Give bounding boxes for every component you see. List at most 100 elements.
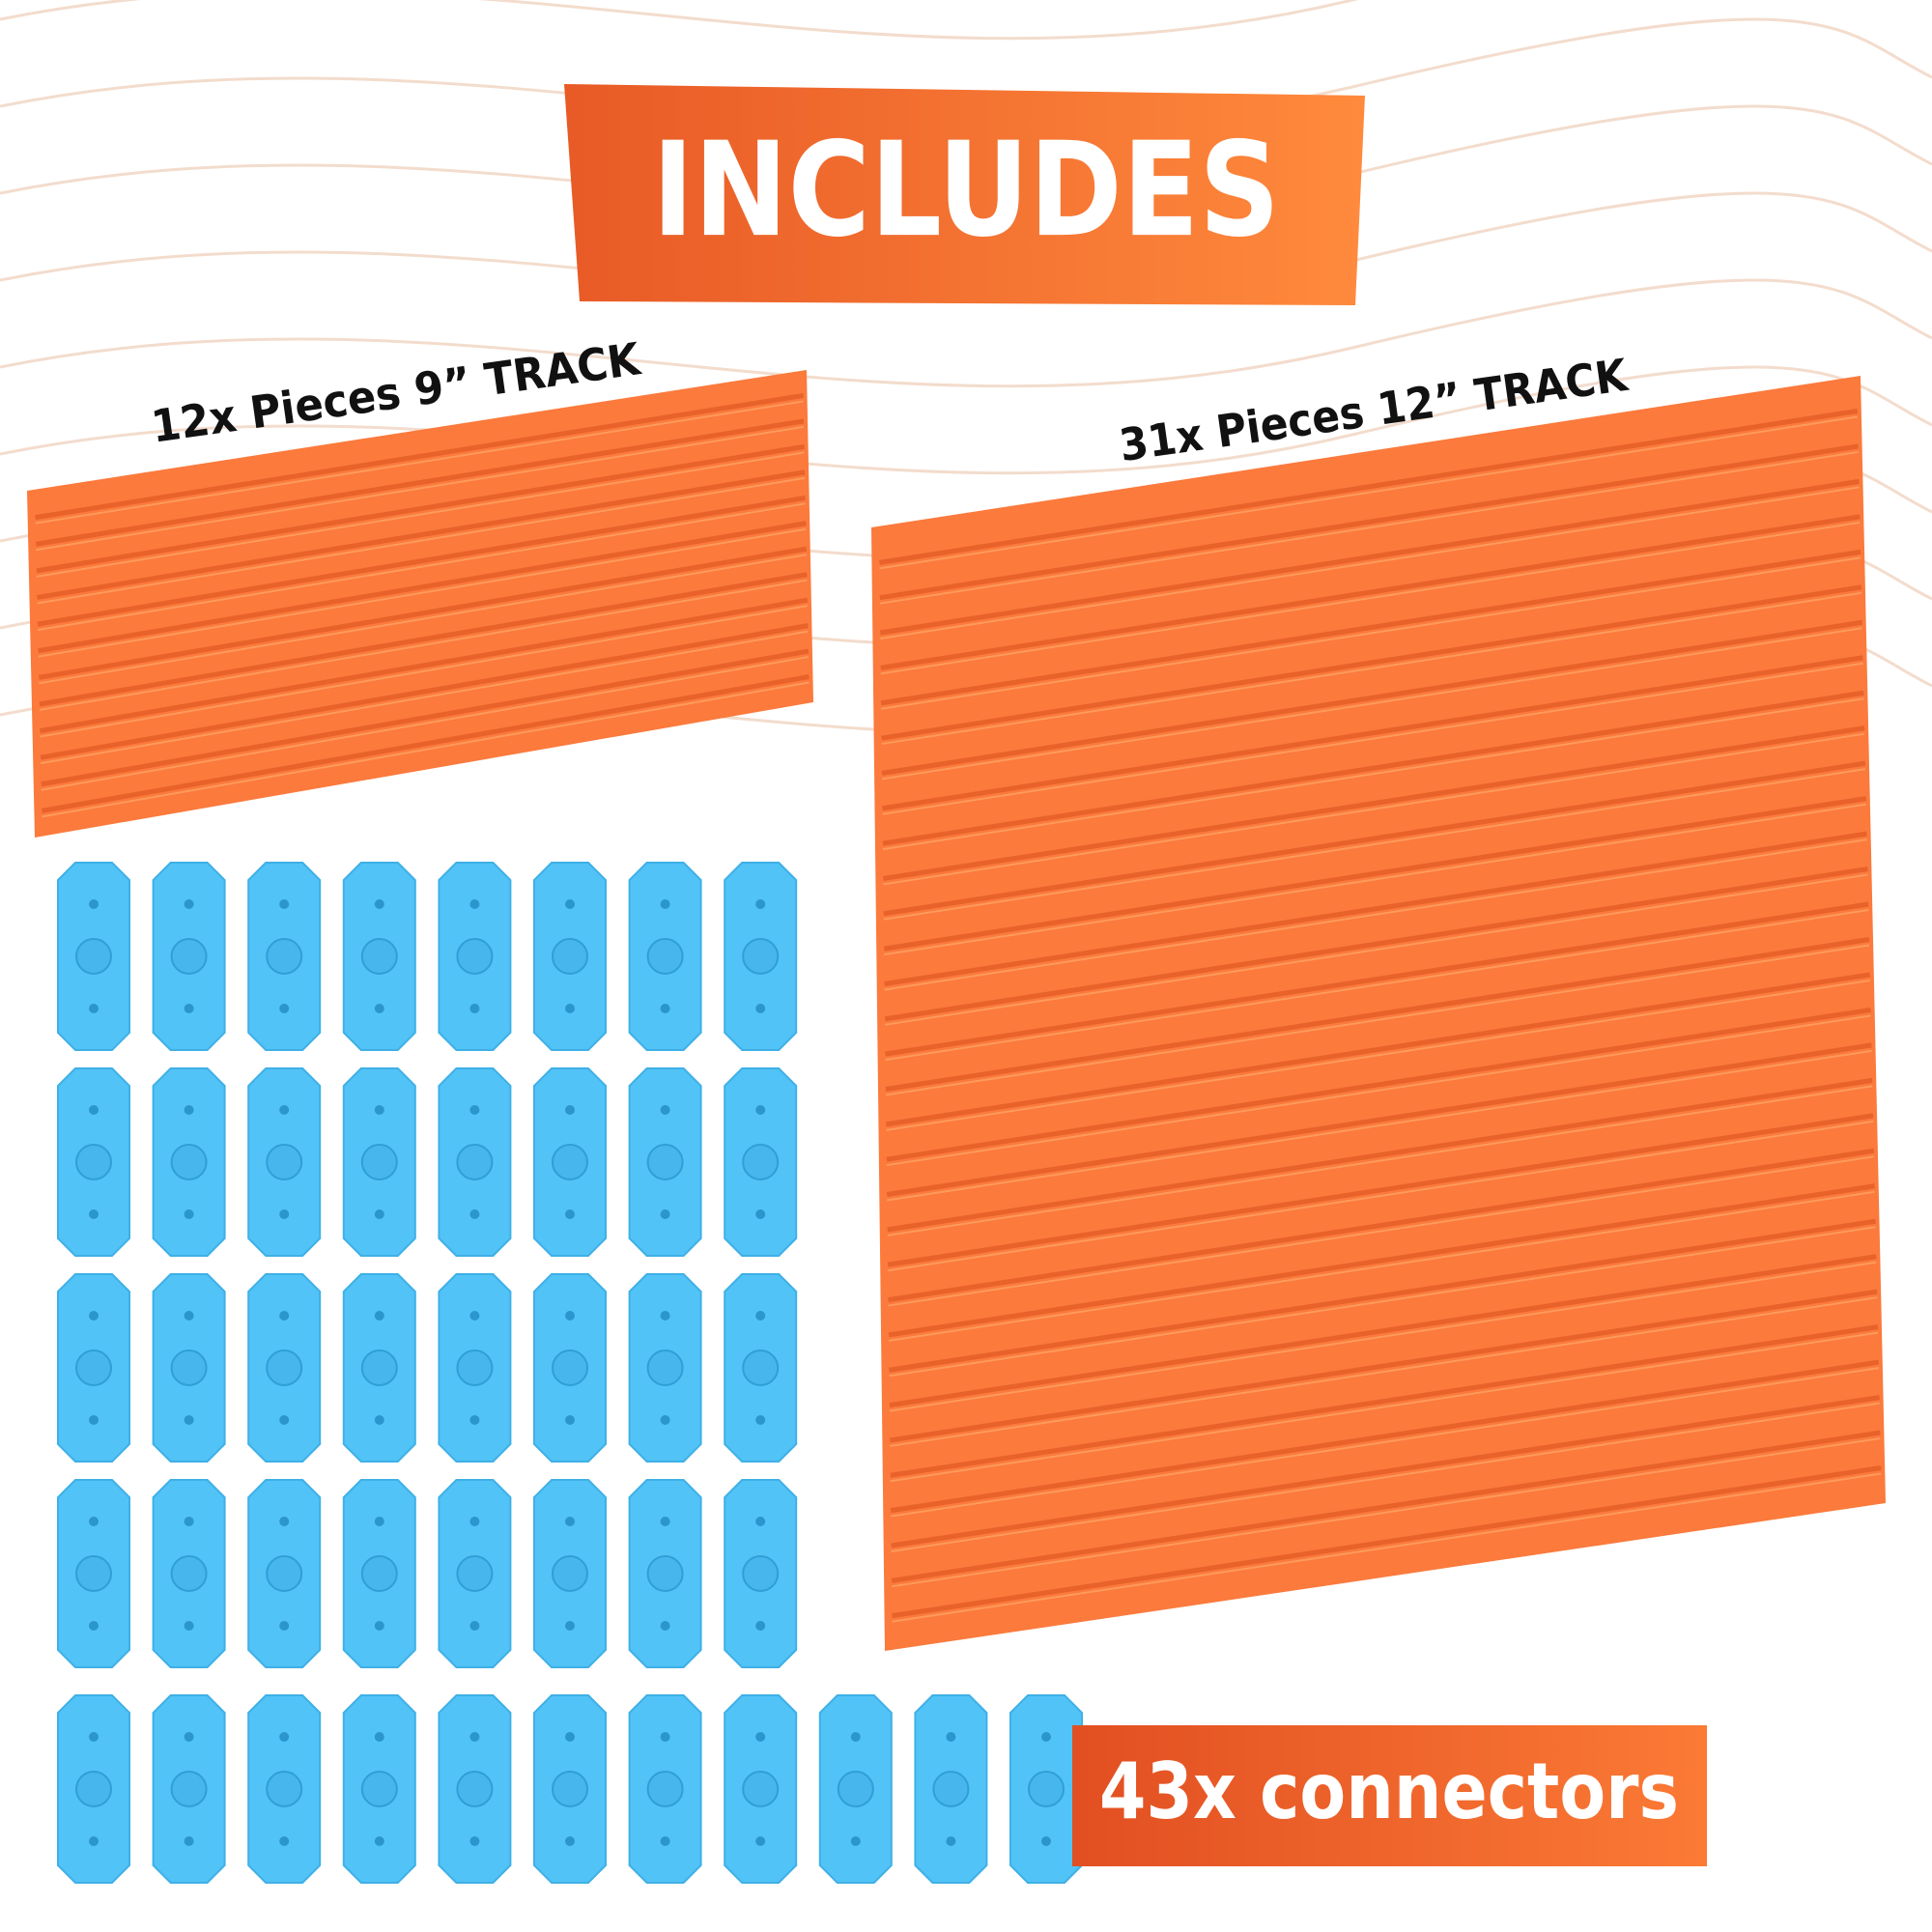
- connector-hub: [742, 1350, 780, 1386]
- track-highlight: [39, 579, 808, 711]
- connector-hole: [755, 1209, 766, 1219]
- connector-hole: [469, 1732, 480, 1742]
- connector-hub: [456, 1350, 494, 1386]
- connector-hub: [266, 938, 303, 975]
- connector-hole: [755, 1004, 766, 1013]
- connector-hole: [374, 1621, 384, 1631]
- track-groove: [890, 1289, 1878, 1443]
- connector-hole: [1041, 1732, 1051, 1742]
- track-groove: [35, 392, 804, 521]
- connector-hub: [742, 1144, 780, 1180]
- track-highlight: [880, 486, 1860, 640]
- connector-hub: [932, 1771, 970, 1807]
- track-highlight: [879, 415, 1858, 570]
- track-highlight: [888, 1120, 1874, 1272]
- wave: [0, 0, 1359, 41]
- connector-hole: [469, 1311, 480, 1321]
- connector-hole: [755, 1732, 766, 1742]
- connector-hole: [660, 1311, 670, 1321]
- connector-hole: [89, 1209, 99, 1219]
- connector-hole: [374, 1105, 384, 1115]
- connector-hole: [660, 899, 670, 909]
- track-highlight: [882, 697, 1864, 851]
- connector-hole: [279, 899, 290, 909]
- connector-hole: [89, 899, 99, 909]
- track-groove: [887, 1113, 1874, 1267]
- connector-hole: [279, 1415, 290, 1425]
- connector-hub: [742, 1555, 780, 1592]
- track-highlight: [886, 1014, 1871, 1167]
- connector-hub: [75, 1350, 112, 1386]
- connector-hole: [755, 899, 766, 909]
- connector-hole: [660, 1836, 670, 1846]
- track-groove: [883, 760, 1866, 917]
- track-groove: [892, 1465, 1882, 1619]
- connector-hole: [660, 1004, 670, 1013]
- connectors-banner: [1072, 1725, 1707, 1866]
- connector-hole: [469, 1105, 480, 1115]
- track-highlight: [36, 425, 805, 552]
- connector-hole: [660, 1209, 670, 1219]
- connector-hole: [279, 1311, 290, 1321]
- track-highlight: [885, 944, 1870, 1096]
- track-groove: [884, 831, 1867, 986]
- track-groove: [882, 655, 1863, 811]
- connector-hub: [266, 1144, 303, 1180]
- connector-hole: [660, 1517, 670, 1526]
- track-stack-12in: [871, 376, 1886, 1651]
- connector-hole: [184, 1004, 194, 1013]
- connector-hole: [755, 1415, 766, 1425]
- connector-hub: [456, 1144, 494, 1180]
- connector-hole: [184, 1311, 194, 1321]
- connector-hole: [184, 1732, 194, 1742]
- connector-hub: [75, 1771, 112, 1807]
- track-highlight: [37, 476, 806, 605]
- connector-hub: [266, 1350, 303, 1386]
- track-highlight: [881, 591, 1862, 746]
- connector-hole: [279, 1621, 290, 1631]
- connector-hole: [660, 1621, 670, 1631]
- track-highlight: [883, 768, 1866, 921]
- connector-hole: [755, 1311, 766, 1321]
- track-groove: [888, 1148, 1875, 1303]
- track-highlight: [886, 979, 1870, 1131]
- connector-hub: [170, 1771, 208, 1807]
- track-groove: [884, 867, 1868, 1022]
- track-highlight: [884, 838, 1867, 991]
- connector-hub: [360, 1555, 398, 1592]
- connector-hub: [837, 1771, 874, 1807]
- connector-hole: [184, 1209, 194, 1219]
- track-highlight: [42, 681, 810, 818]
- track-groove: [890, 1324, 1879, 1478]
- connector-hole: [89, 1004, 99, 1013]
- title: INCLUDES: [652, 114, 1280, 266]
- track-groove: [879, 443, 1860, 601]
- track-highlight: [892, 1472, 1882, 1623]
- track-groove: [38, 546, 808, 680]
- track-highlight: [883, 732, 1865, 886]
- track-highlight: [888, 1190, 1875, 1342]
- connector-hole: [279, 1517, 290, 1526]
- connector-hole: [946, 1836, 956, 1846]
- connector-hole: [184, 1415, 194, 1425]
- connector-hub: [170, 1555, 208, 1592]
- connector-hole: [565, 1415, 575, 1425]
- track-highlight: [880, 521, 1861, 675]
- track-groove: [889, 1218, 1876, 1373]
- connector-hub: [170, 1144, 208, 1180]
- connector-hub: [552, 1350, 588, 1386]
- track-highlight: [884, 803, 1866, 956]
- connector-hole: [755, 1621, 766, 1631]
- track-groove: [879, 478, 1860, 636]
- track-highlight: [879, 450, 1859, 605]
- connectors: [57, 862, 1083, 1884]
- connector-hub: [456, 1771, 494, 1807]
- track-highlight: [885, 909, 1869, 1062]
- connector-hub: [552, 1555, 588, 1592]
- connector-hole: [850, 1836, 861, 1846]
- track-groove: [38, 521, 807, 654]
- connector-hub: [552, 938, 588, 975]
- connector-hub: [170, 938, 208, 975]
- connector-hub: [170, 1350, 208, 1386]
